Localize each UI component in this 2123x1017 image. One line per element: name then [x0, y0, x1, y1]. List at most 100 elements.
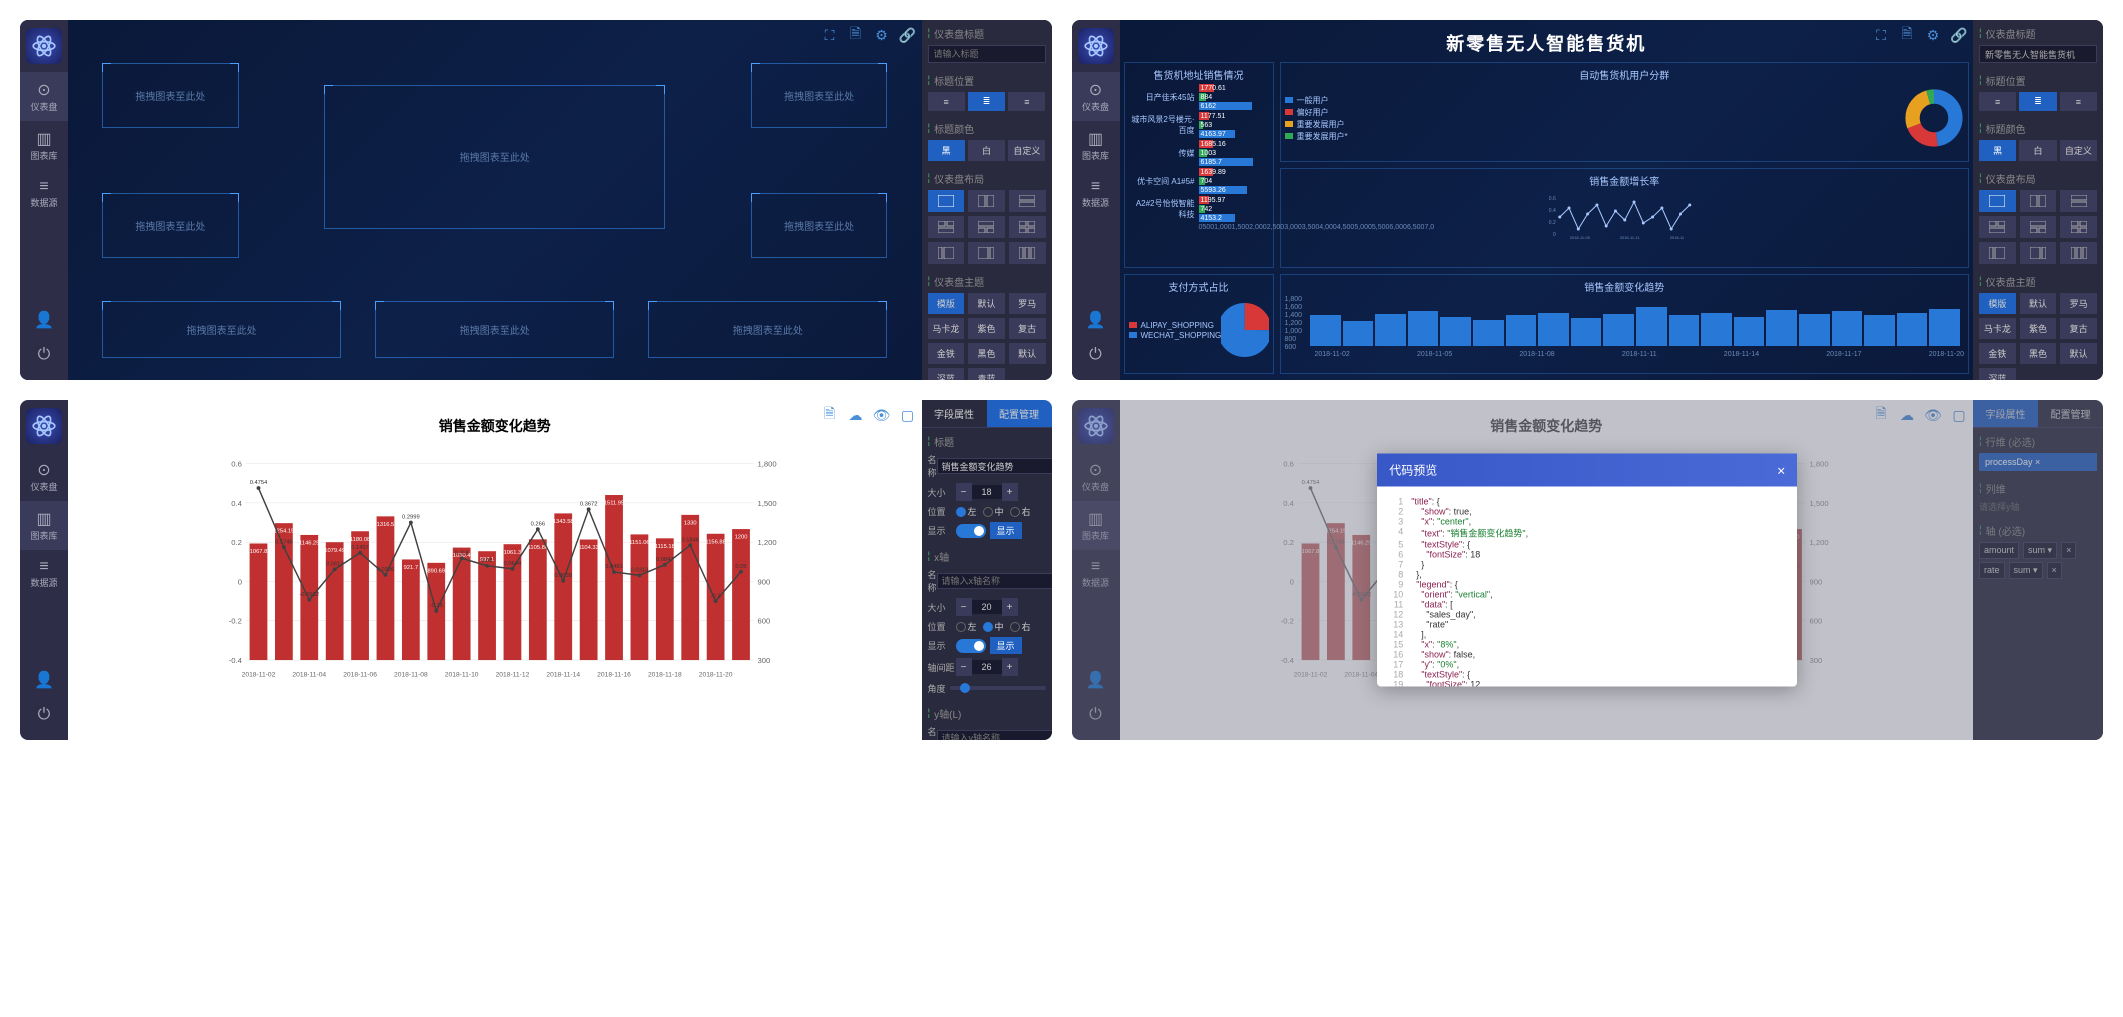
nav-power[interactable]: ⏻ [20, 338, 68, 372]
theme-option[interactable]: 默认 [968, 293, 1005, 314]
theme-option[interactable]: 罗马 [2060, 293, 2097, 314]
layout-option-5[interactable] [1009, 216, 1046, 238]
layout-option-3[interactable] [928, 216, 965, 238]
nav-power[interactable]: ⏻ [20, 698, 68, 732]
layout-option-5[interactable] [2060, 216, 2097, 238]
theme-option[interactable]: 马卡龙 [928, 318, 965, 339]
color-black-btn[interactable]: 黑 [1979, 140, 2016, 161]
settings-icon[interactable]: ⚙ [873, 26, 891, 44]
fullscreen-icon[interactable]: ⛶ [1872, 26, 1890, 44]
drop-zone[interactable]: 拖拽图表至此处 [751, 193, 888, 258]
nav-datasource[interactable]: ≡数据源 [20, 170, 68, 217]
drop-zone[interactable]: 拖拽图表至此处 [648, 301, 887, 359]
layout-option-0[interactable] [928, 190, 965, 212]
title-input[interactable] [1979, 45, 2097, 63]
theme-option[interactable]: 紫色 [968, 318, 1005, 339]
layout-option-7[interactable] [968, 242, 1005, 264]
title-show-toggle[interactable] [956, 524, 986, 538]
align-right-btn[interactable]: ≡ [2060, 92, 2097, 111]
xaxis-show-toggle[interactable] [956, 639, 986, 653]
size-dec-btn[interactable]: − [956, 483, 972, 501]
theme-option[interactable]: 模版 [928, 293, 965, 314]
theme-option[interactable]: 默认 [1009, 343, 1046, 364]
color-custom-btn[interactable]: 自定义 [1008, 140, 1045, 161]
save-icon[interactable]: 🗎 [1898, 26, 1916, 44]
theme-option[interactable]: 青蓝 [968, 368, 1005, 380]
nav-datasource[interactable]: ≡数据源 [1072, 170, 1120, 217]
nav-dashboard[interactable]: ⊙仪表盘 [20, 452, 68, 501]
nav-datasource[interactable]: ≡数据源 [20, 550, 68, 597]
nav-power[interactable]: ⏻ [1072, 338, 1120, 372]
layout-option-1[interactable] [2020, 190, 2057, 212]
layout-option-8[interactable] [1009, 242, 1046, 264]
theme-option[interactable]: 默认 [2060, 343, 2097, 364]
align-left-btn[interactable]: ≡ [1979, 92, 2016, 111]
fullscreen-icon[interactable]: ⛶ [821, 26, 839, 44]
drop-zone[interactable]: 拖拽图表至此处 [324, 85, 665, 229]
layout-option-7[interactable] [2020, 242, 2057, 264]
theme-option[interactable]: 紫色 [2020, 318, 2057, 339]
layout-option-0[interactable] [1979, 190, 2016, 212]
angle-slider[interactable] [950, 686, 1045, 690]
layout-option-8[interactable] [2060, 242, 2097, 264]
drop-zone[interactable]: 拖拽图表至此处 [375, 301, 614, 359]
drop-zone[interactable]: 拖拽图表至此处 [102, 301, 341, 359]
save-icon[interactable]: 🗎 [821, 406, 839, 424]
nav-dashboard[interactable]: ⊙仪表盘 [20, 72, 68, 121]
layout-option-6[interactable] [928, 242, 965, 264]
pos-center-radio[interactable]: 中 [983, 505, 1004, 518]
align-right-btn[interactable]: ≡ [1008, 92, 1045, 111]
drop-zone[interactable]: 拖拽图表至此处 [102, 193, 239, 258]
download-icon[interactable]: ☁ [847, 406, 865, 424]
title-input[interactable] [928, 45, 1046, 63]
theme-option[interactable]: 深蓝 [928, 368, 965, 380]
theme-option[interactable]: 罗马 [1009, 293, 1046, 314]
nav-charts[interactable]: ▥图表库 [20, 501, 68, 550]
xaxis-name-input[interactable] [937, 573, 1052, 589]
theme-option[interactable]: 金铁 [1979, 343, 2016, 364]
layout-option-6[interactable] [1979, 242, 2016, 264]
nav-charts[interactable]: ▥图表库 [20, 121, 68, 170]
color-custom-btn[interactable]: 自定义 [2060, 140, 2097, 161]
save-icon[interactable]: 🗎 [847, 26, 865, 44]
layout-option-4[interactable] [2020, 216, 2057, 238]
theme-option[interactable]: 默认 [2020, 293, 2057, 314]
code-icon[interactable]: ▢ [899, 406, 917, 424]
align-center-btn[interactable]: ≣ [968, 92, 1005, 111]
nav-dashboard[interactable]: ⊙仪表盘 [1072, 72, 1120, 121]
link-icon[interactable]: 🔗 [1950, 26, 1968, 44]
layout-option-4[interactable] [968, 216, 1005, 238]
color-white-btn[interactable]: 白 [968, 140, 1005, 161]
theme-option[interactable]: 黑色 [2020, 343, 2057, 364]
color-white-btn[interactable]: 白 [2019, 140, 2056, 161]
theme-option[interactable]: 马卡龙 [1979, 318, 2016, 339]
theme-option[interactable]: 金铁 [928, 343, 965, 364]
theme-option[interactable]: 黑色 [968, 343, 1005, 364]
color-black-btn[interactable]: 黑 [928, 140, 965, 161]
tab-field-props[interactable]: 字段属性 [922, 400, 987, 427]
modal-close-btn[interactable]: × [1777, 462, 1785, 478]
nav-user[interactable]: 👤 [20, 302, 68, 338]
drop-zone[interactable]: 拖拽图表至此处 [102, 63, 239, 128]
theme-option[interactable]: 复古 [2060, 318, 2097, 339]
yaxis-name-input[interactable] [937, 730, 1052, 740]
align-left-btn[interactable]: ≡ [928, 92, 965, 111]
theme-option[interactable]: 模版 [1979, 293, 2016, 314]
theme-option[interactable]: 复古 [1009, 318, 1046, 339]
layout-option-3[interactable] [1979, 216, 2016, 238]
layout-option-2[interactable] [1009, 190, 1046, 212]
title-name-input[interactable] [937, 458, 1052, 474]
preview-icon[interactable]: 👁 [873, 406, 891, 424]
align-center-btn[interactable]: ≣ [2019, 92, 2056, 111]
layout-option-2[interactable] [2060, 190, 2097, 212]
pos-right-radio[interactable]: 右 [1010, 505, 1031, 518]
theme-option[interactable]: 深蓝 [1979, 368, 2016, 380]
settings-icon[interactable]: ⚙ [1924, 26, 1942, 44]
drop-zone[interactable]: 拖拽图表至此处 [751, 63, 888, 128]
nav-user[interactable]: 👤 [1072, 302, 1120, 338]
size-inc-btn[interactable]: + [1002, 483, 1018, 501]
tab-config[interactable]: 配置管理 [987, 400, 1052, 427]
layout-option-1[interactable] [968, 190, 1005, 212]
nav-user[interactable]: 👤 [20, 662, 68, 698]
nav-charts[interactable]: ▥图表库 [1072, 121, 1120, 170]
